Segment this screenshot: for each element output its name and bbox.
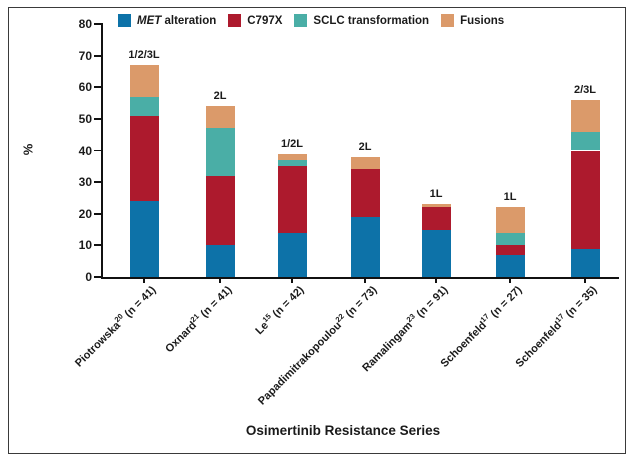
bar-segment-c797x — [205, 175, 235, 246]
legend-item-met-alteration: MET alteration — [118, 14, 216, 27]
legend-item-fusions: Fusions — [441, 14, 504, 27]
legend-label-rest: alteration — [161, 14, 217, 27]
y-tick-label: 30 — [78, 175, 92, 190]
x-tick — [143, 279, 145, 283]
y-tick — [94, 181, 101, 184]
x-axis-line — [101, 276, 619, 279]
y-tick — [94, 86, 101, 89]
bar-line-label: 1/2/3L — [128, 49, 160, 62]
bar-segment-met-alteration — [421, 229, 451, 277]
x-tick — [364, 279, 366, 283]
bar-segment-met-alteration — [129, 201, 159, 277]
x-tick — [219, 279, 221, 283]
bar-line-label: 1/2L — [280, 137, 303, 150]
bar-segment-c797x — [129, 115, 159, 202]
legend-item-c797x: C797X — [228, 14, 282, 27]
y-tick-label: 0 — [85, 270, 92, 284]
bar-segment-fusions — [421, 204, 451, 208]
legend-label-c797x: C797X — [247, 14, 283, 27]
bar-line-label: 2/3L — [573, 83, 596, 96]
bar-segment-fusions — [205, 106, 235, 129]
y-axis-line — [101, 23, 104, 278]
bar-segment-fusions — [129, 65, 159, 97]
bar-segment-fusions — [570, 99, 600, 132]
y-tick — [94, 212, 101, 215]
bar-segment-c797x — [350, 169, 380, 217]
y-axis-title: % — [20, 143, 36, 156]
y-tick — [94, 276, 101, 278]
y-tick-label: 20 — [78, 206, 92, 221]
met-alteration-swatch — [118, 14, 131, 27]
bar-segment-fusions — [350, 156, 380, 170]
y-tick-label: 50 — [78, 111, 92, 126]
y-tick-label: 10 — [78, 238, 92, 253]
x-tick — [584, 279, 586, 283]
bar-line-label: 2L — [358, 140, 372, 153]
bar-segment-c797x — [570, 150, 600, 249]
x-axis-title: Osimertinib Resistance Series — [245, 423, 441, 438]
fusions-swatch — [441, 14, 455, 27]
bar-segment-fusions — [277, 153, 307, 160]
legend-item-sclc-transformation: SCLC transformation — [294, 14, 429, 27]
bar-segment-sclc-transformation — [205, 128, 235, 176]
y-tick-label: 80 — [78, 17, 92, 31]
bar-segment-met-alteration — [277, 232, 307, 277]
legend-label-italic: MET — [137, 14, 162, 27]
y-tick — [94, 54, 101, 57]
bar-line-label: 1L — [503, 191, 517, 204]
x-tick — [509, 279, 511, 283]
bar-segment-c797x — [495, 245, 525, 255]
x-tick — [291, 279, 293, 283]
sclc-transformation-swatch — [294, 14, 308, 27]
bar-segment-met-alteration — [350, 216, 380, 277]
legend-label-met-alteration: MET alteration — [137, 15, 216, 27]
y-tick-label: 60 — [78, 80, 92, 95]
legend-label-fusions: Fusions — [460, 14, 505, 27]
bar-segment-sclc-transformation — [129, 96, 159, 116]
legend: MET alteration C797X SCLC transformation… — [118, 14, 504, 27]
y-tick — [94, 149, 101, 152]
x-tick — [435, 279, 437, 283]
bar-segment-sclc-transformation — [570, 131, 600, 151]
legend-label-sclc-transformation: SCLC transformation — [313, 14, 430, 27]
bar-segment-met-alteration — [495, 254, 525, 277]
bar-segment-sclc-transformation — [495, 232, 525, 246]
c797x-swatch — [228, 14, 242, 27]
y-tick — [94, 117, 101, 120]
y-tick-label: 70 — [78, 48, 92, 63]
bar-segment-fusions — [495, 207, 525, 233]
bar-segment-met-alteration — [570, 248, 600, 277]
y-tick — [94, 23, 101, 25]
bar-segment-c797x — [277, 166, 307, 233]
bar-segment-c797x — [421, 207, 451, 230]
bar-line-label: 1L — [429, 188, 443, 201]
bar-segment-sclc-transformation — [277, 159, 307, 167]
y-tick — [94, 244, 101, 247]
y-tick-label: 40 — [78, 143, 92, 158]
bar-line-label: 2L — [213, 90, 227, 103]
bar-segment-met-alteration — [205, 245, 235, 277]
